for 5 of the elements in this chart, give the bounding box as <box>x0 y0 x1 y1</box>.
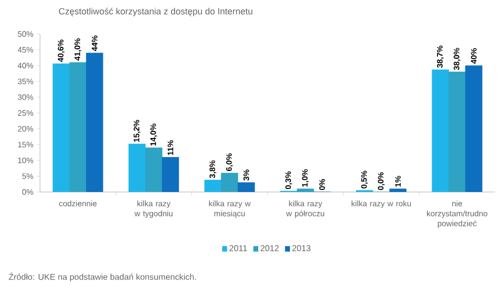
legend-label: 2011 <box>230 245 247 252</box>
text: Źródło: UKE na podstawie badań konsumenckich. <box>8 272 196 282</box>
legend-label: 2013 <box>292 245 310 252</box>
legend-label: 2012 <box>260 245 279 252</box>
chart-title: Częstotliwość korzystania z dostępu do Internetu <box>58 8 252 16</box>
